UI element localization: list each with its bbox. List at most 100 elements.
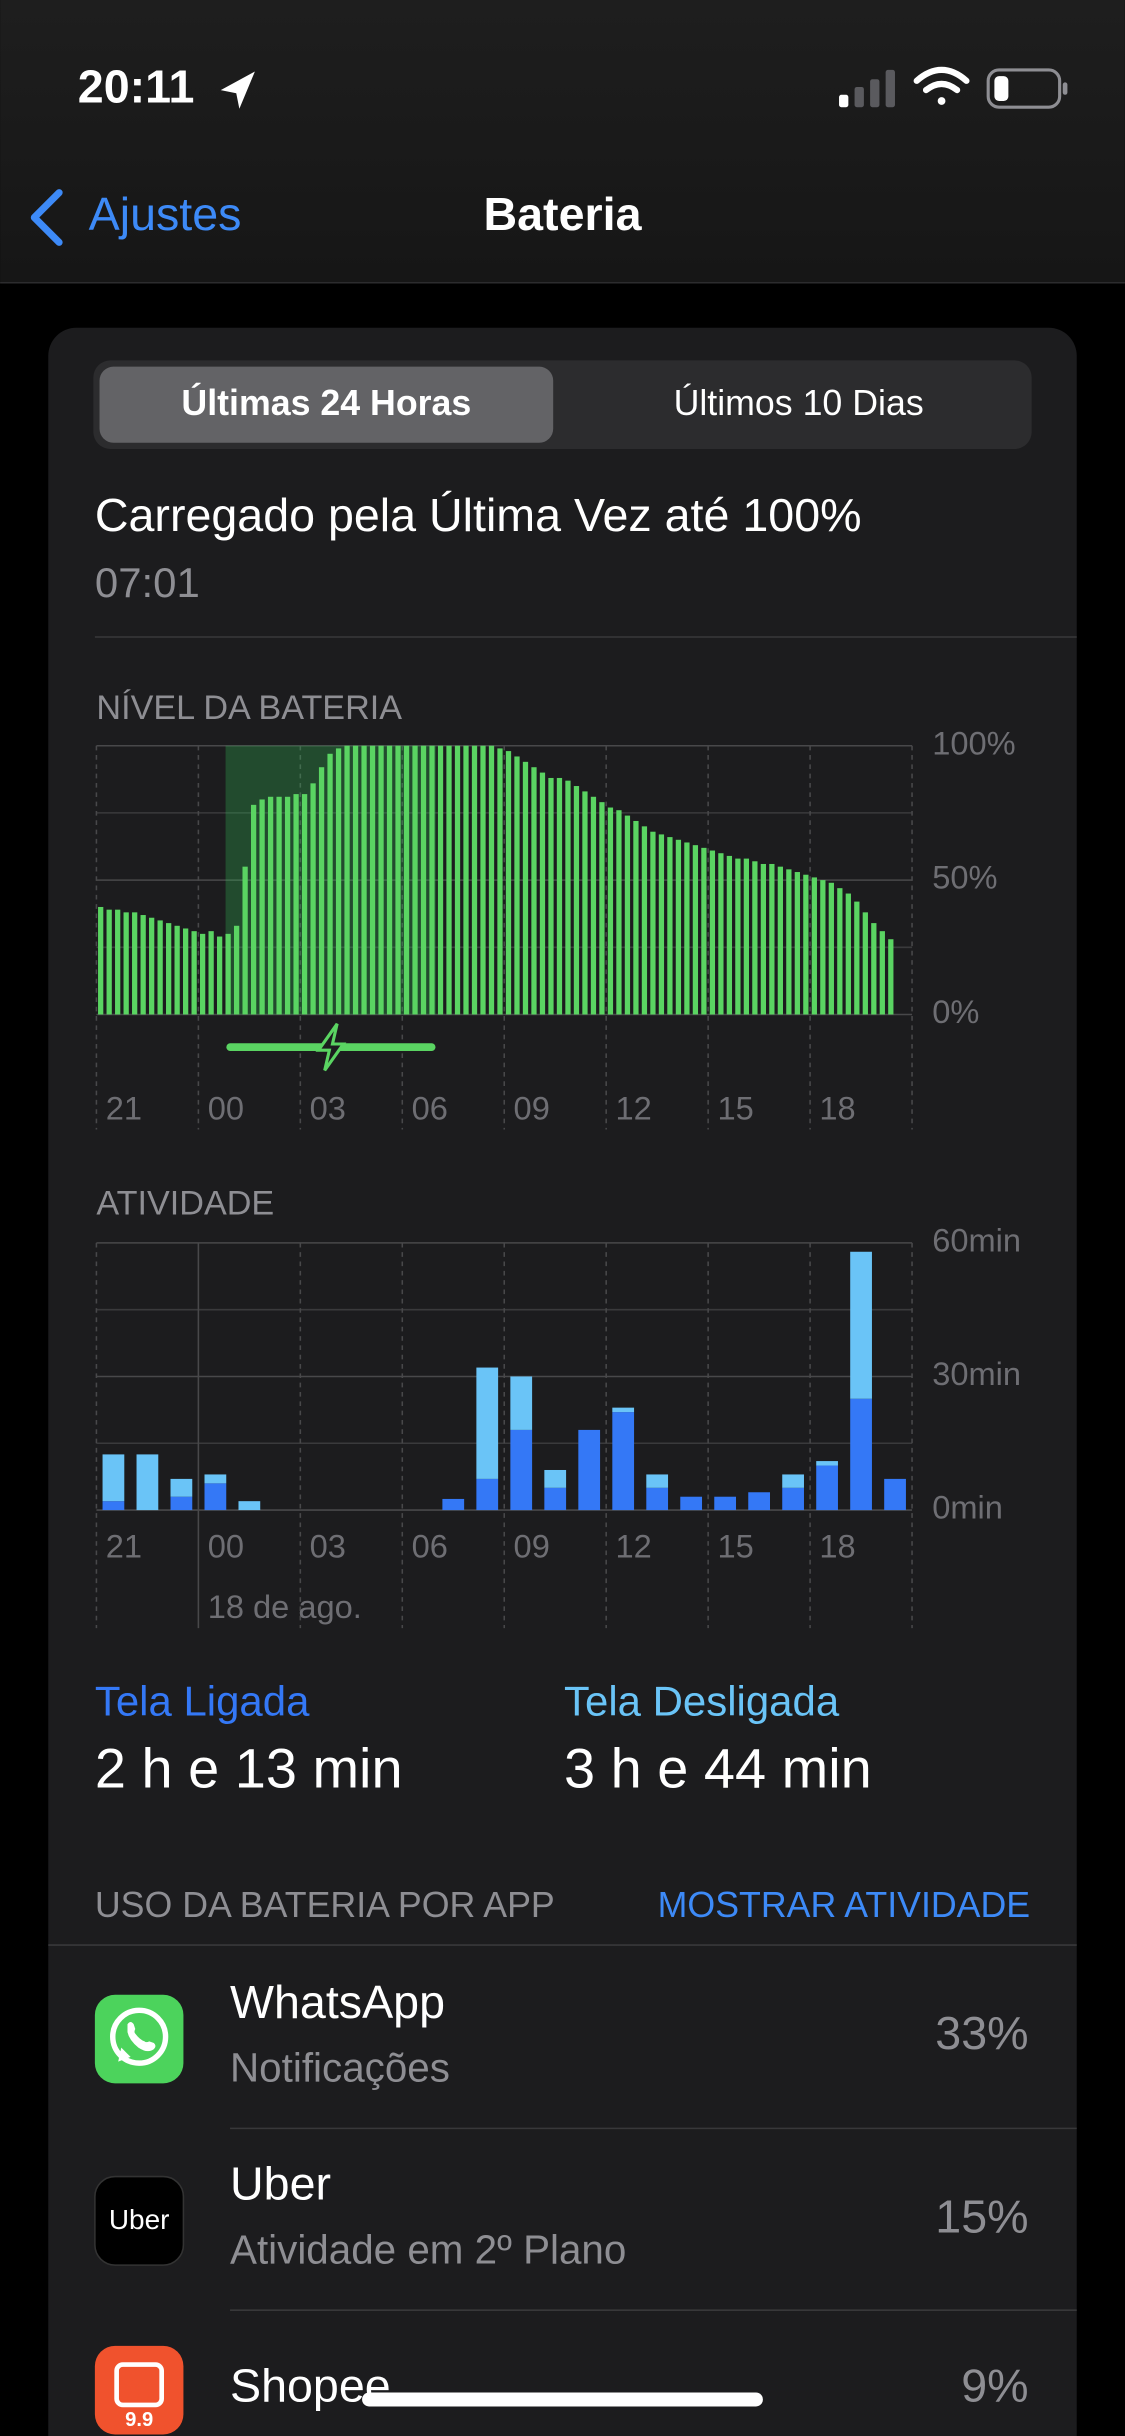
- activity-bar: [850, 1398, 872, 1511]
- battery-bar: [98, 906, 104, 1015]
- activity-bar: [646, 1487, 669, 1511]
- battery-bar: [284, 796, 291, 1015]
- battery-bar: [548, 777, 554, 1015]
- battery-bar: [888, 939, 894, 1015]
- battery-bar: [480, 745, 486, 1015]
- charging-bolt: [315, 1022, 347, 1072]
- whatsapp-bubble: [110, 2007, 169, 2066]
- battery-bar: [726, 855, 733, 1015]
- battery-bar: [403, 745, 410, 1015]
- x-tick-label: 15: [717, 1089, 753, 1126]
- x-tick-label: 12: [616, 1528, 652, 1565]
- battery-bar: [420, 745, 427, 1015]
- battery-bar: [794, 872, 800, 1015]
- segment-option[interactable]: Últimas 24 Horas: [181, 383, 471, 423]
- activity-bar: [578, 1429, 601, 1511]
- activity-bar: [510, 1376, 533, 1430]
- battery-bar: [573, 786, 580, 1015]
- y-tick-label: 100%: [932, 724, 1015, 761]
- battery-bar: [259, 799, 265, 1015]
- battery-bar: [361, 745, 367, 1015]
- uber-icon: [94, 2175, 185, 2266]
- battery-bar: [879, 931, 885, 1015]
- app-percent: 9%: [961, 2360, 1028, 2412]
- battery-bar: [777, 866, 783, 1015]
- y-tick-label: 0min: [932, 1489, 1003, 1526]
- x-tick-label: 06: [412, 1089, 448, 1126]
- show-activity[interactable]: MOSTRAR ATIVIDADE: [658, 1885, 1030, 1925]
- usage-title: USO DA BATERIA POR APP: [95, 1885, 555, 1925]
- battery-bar: [471, 745, 478, 1015]
- battery-bar: [582, 791, 588, 1015]
- activity-bar: [204, 1474, 227, 1484]
- nav-background: [0, 0, 1125, 283]
- chart-title: NÍVEL DA BATERIA: [96, 688, 402, 727]
- battery-bar: [590, 796, 597, 1015]
- y-tick-label: 30min: [932, 1355, 1021, 1392]
- activity-bar: [646, 1474, 669, 1488]
- battery-bar: [701, 847, 707, 1015]
- battery-bar: [599, 802, 605, 1015]
- x-tick-label: 18: [819, 1528, 855, 1565]
- segment-option[interactable]: Últimos 10 Dias: [674, 383, 924, 423]
- battery-bar: [650, 831, 656, 1015]
- back-chevron[interactable]: [30, 189, 63, 246]
- activity-bar: [782, 1474, 804, 1488]
- activity-bar: [136, 1454, 159, 1511]
- back-label[interactable]: Ajustes: [89, 188, 242, 240]
- battery-bar: [327, 753, 333, 1015]
- battery-bar: [667, 837, 673, 1015]
- activity-bar: [544, 1469, 567, 1488]
- battery-bar: [463, 745, 469, 1015]
- activity-bar: [612, 1407, 635, 1413]
- battery-bar: [786, 869, 792, 1015]
- battery-bar: [820, 880, 826, 1015]
- battery-bar: [718, 853, 724, 1015]
- battery-bar: [276, 796, 282, 1015]
- app-row[interactable]: Uber Uber Atividade em 2º Plano 15%: [94, 2158, 1029, 2273]
- segment-selected[interactable]: [99, 366, 554, 443]
- status-time: 20:11: [78, 60, 195, 112]
- battery-bar: [318, 767, 325, 1015]
- battery-bar: [310, 783, 316, 1015]
- back-button[interactable]: Ajustes: [30, 188, 242, 246]
- battery-bar: [854, 901, 860, 1015]
- battery-bar: [140, 915, 146, 1015]
- battery-bar: [692, 845, 699, 1015]
- battery-bar: [132, 912, 138, 1015]
- battery-bar: [106, 909, 112, 1015]
- battery-bar: [539, 772, 546, 1015]
- app-row[interactable]: WhatsApp Notificações 33%: [94, 1976, 1029, 2091]
- x-tick-label: 09: [514, 1528, 550, 1565]
- card: [48, 327, 1077, 2436]
- battery-bar: [803, 874, 809, 1015]
- battery-bar: [514, 756, 520, 1015]
- battery-bar: [658, 834, 665, 1015]
- battery-bar: [437, 745, 444, 1015]
- battery-bar: [208, 931, 214, 1015]
- activity-bar: [510, 1429, 533, 1511]
- battery-bar: [199, 933, 206, 1015]
- battery-bar: [845, 893, 851, 1015]
- activity-bar: [204, 1483, 227, 1511]
- activity-bar: [442, 1498, 465, 1511]
- battery-bar: [429, 745, 435, 1015]
- battery-bar: [735, 858, 741, 1015]
- battery-bar: [837, 888, 843, 1015]
- battery-bar: [225, 933, 231, 1015]
- app-detail: Atividade em 2º Plano: [230, 2226, 626, 2272]
- x-tick-label: 21: [106, 1528, 142, 1565]
- battery-bar: [616, 810, 622, 1015]
- battery-bar: [675, 839, 682, 1015]
- date-label: 18 de ago.: [208, 1588, 362, 1625]
- battery-bar: [233, 925, 240, 1015]
- x-tick-label: 00: [208, 1528, 244, 1565]
- battery-bar: [250, 804, 257, 1015]
- battery-bar: [505, 751, 512, 1015]
- last-charge-time: 07:01: [95, 559, 200, 606]
- battery-bar: [301, 794, 308, 1015]
- x-tick-label: 03: [310, 1528, 346, 1565]
- app-row[interactable]: 9.9 Shopee 9%: [94, 2345, 1029, 2435]
- x-tick-label: 00: [208, 1089, 244, 1126]
